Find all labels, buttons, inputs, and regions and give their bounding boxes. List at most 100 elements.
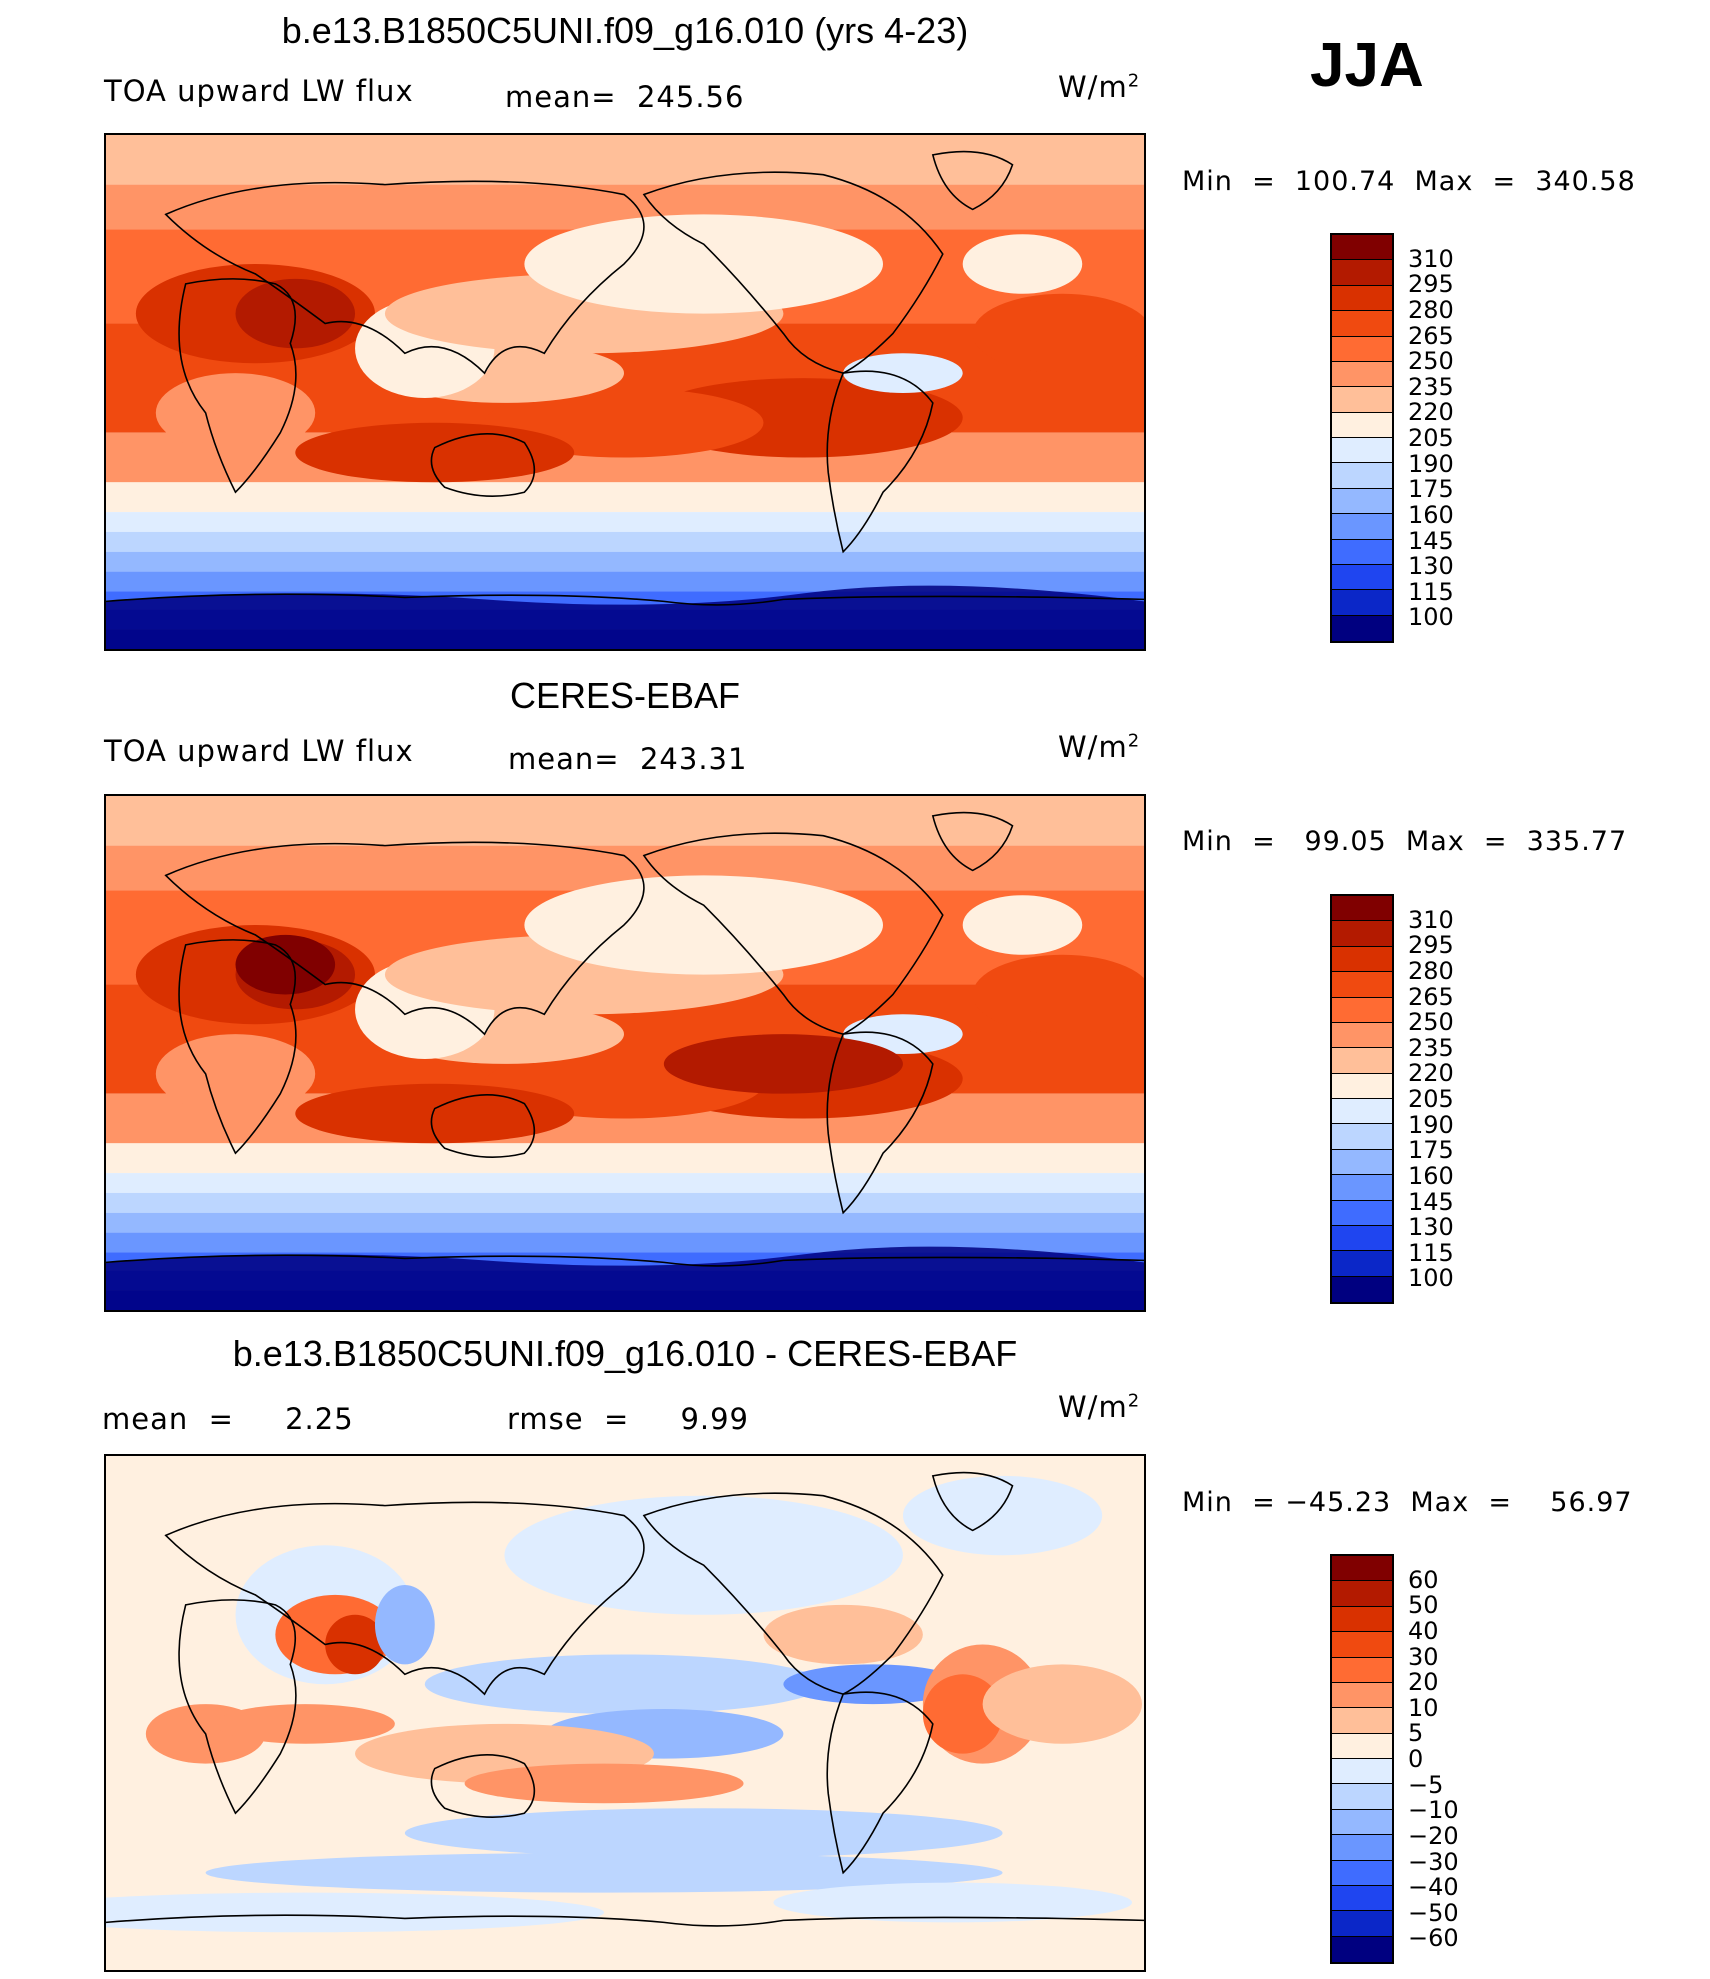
field-blob <box>773 1882 1133 1923</box>
colorbar-swatch <box>1332 1200 1392 1226</box>
panel-1-colorbar <box>1330 233 1394 643</box>
colorbar-label: −60 <box>1408 1924 1459 1953</box>
lat-band <box>106 531 1144 552</box>
field-blob <box>972 293 1144 374</box>
colorbar-swatch <box>1332 1708 1392 1734</box>
panel-3-rmse: rmse = 9.99 <box>507 1402 750 1436</box>
coastline <box>178 939 297 1155</box>
colorbar-label: −50 <box>1408 1898 1459 1927</box>
colorbar-swatch <box>1332 361 1392 388</box>
panel-1-map <box>104 133 1146 651</box>
colorbar-swatch <box>1332 564 1392 591</box>
colorbar-label: 235 <box>1408 372 1454 401</box>
field-blob <box>155 373 316 453</box>
colorbar-label: 205 <box>1408 1085 1454 1113</box>
colorbar-label: −30 <box>1408 1847 1459 1876</box>
colorbar-swatch <box>1332 1885 1392 1912</box>
coastline <box>106 1254 1144 1267</box>
panel-1-mean: mean= 245.56 <box>505 80 745 114</box>
colorbar-label: 130 <box>1408 552 1454 581</box>
coastline <box>931 811 1014 872</box>
colorbar-label: 160 <box>1408 1161 1454 1190</box>
colorbar-swatch <box>1332 514 1392 540</box>
colorbar-swatch <box>1332 1936 1392 1962</box>
colorbar-label: −5 <box>1408 1770 1444 1799</box>
colorbar-swatch <box>1332 1124 1392 1150</box>
colorbar-label: 190 <box>1408 449 1454 478</box>
colorbar-label: 265 <box>1408 321 1454 350</box>
field-blob <box>783 1664 963 1705</box>
panel-1-units: W/m2 <box>1058 70 1141 104</box>
field-blob <box>902 1475 1103 1556</box>
colorbar-label: 40 <box>1408 1616 1439 1645</box>
coastline <box>164 841 645 1036</box>
colorbar-swatch <box>1332 1759 1392 1785</box>
field-blob <box>922 1674 1003 1754</box>
panel-2-mean: mean= 243.31 <box>508 742 748 776</box>
lat-band <box>106 551 1144 572</box>
lat-band <box>106 571 1144 592</box>
colorbar-label: 160 <box>1408 500 1454 529</box>
lat-band <box>106 1212 1144 1233</box>
coastline <box>164 1501 645 1696</box>
colorbar-swatch <box>1332 997 1392 1023</box>
field-blob <box>424 1654 824 1714</box>
colorbar-label: 115 <box>1408 1238 1454 1267</box>
coastline <box>430 1094 536 1158</box>
colorbar-swatch <box>1332 463 1392 489</box>
colorbar-swatch <box>1332 1733 1392 1759</box>
colorbar-label: −10 <box>1408 1796 1459 1825</box>
colorbar-swatch <box>1332 1556 1392 1582</box>
colorbar-label: 0 <box>1408 1745 1424 1773</box>
field-blob <box>205 1852 1003 1893</box>
colorbar-label: 20 <box>1408 1668 1439 1697</box>
colorbar-swatch <box>1332 412 1392 438</box>
colorbar-label: 220 <box>1408 1059 1454 1088</box>
field-blob <box>464 1763 744 1804</box>
coastline <box>106 593 1144 606</box>
field-blob <box>155 1034 316 1114</box>
colorbar-label: 205 <box>1408 424 1454 452</box>
coastline <box>642 1492 944 1695</box>
field-blob <box>295 422 575 483</box>
panel-3-colorbar <box>1330 1554 1394 1964</box>
colorbar-swatch <box>1332 387 1392 413</box>
lat-band <box>106 512 1144 532</box>
colorbar-label: 30 <box>1408 1642 1439 1671</box>
field-blob <box>962 234 1083 294</box>
colorbar-swatch <box>1332 539 1392 565</box>
panel-2-variable: TOA upward LW flux <box>104 734 414 768</box>
colorbar-swatch <box>1332 1149 1392 1176</box>
coastline <box>931 1471 1014 1532</box>
field-blob <box>663 1034 903 1094</box>
colorbar-swatch <box>1332 1099 1392 1125</box>
colorbar-label: 220 <box>1408 398 1454 427</box>
lat-band <box>106 796 1144 846</box>
colorbar-swatch <box>1332 311 1392 337</box>
colorbar-label: 190 <box>1408 1110 1454 1139</box>
colorbar-swatch <box>1332 1048 1392 1074</box>
panel-1-variable: TOA upward LW flux <box>104 74 414 108</box>
panel-2-title: CERES-EBAF <box>509 675 741 716</box>
colorbar-label: 295 <box>1408 931 1454 960</box>
colorbar-swatch <box>1332 438 1392 464</box>
panel-3-minmax: Min = −45.23 Max = 56.97 <box>1182 1487 1633 1518</box>
field-blob <box>374 1584 435 1665</box>
colorbar-swatch <box>1332 1022 1392 1049</box>
colorbar-label: 310 <box>1408 905 1454 934</box>
colorbar-swatch <box>1332 1276 1392 1302</box>
colorbar-label: −20 <box>1408 1821 1459 1850</box>
colorbar-label: 250 <box>1408 347 1454 376</box>
colorbar-swatch <box>1332 896 1392 922</box>
panel-1-title: b.e13.B1850C5UNI.f09_g16.010 (yrs 4-23) <box>281 10 969 51</box>
field-blob <box>962 895 1083 955</box>
colorbar-swatch <box>1332 1073 1392 1099</box>
lat-band <box>106 1232 1144 1253</box>
colorbar-swatch <box>1332 1911 1392 1937</box>
colorbar-swatch <box>1332 488 1392 515</box>
colorbar-label: 235 <box>1408 1033 1454 1062</box>
colorbar-swatch <box>1332 615 1392 641</box>
colorbar-swatch <box>1332 1632 1392 1658</box>
coastline <box>642 832 944 1035</box>
field-blob <box>763 1604 923 1665</box>
